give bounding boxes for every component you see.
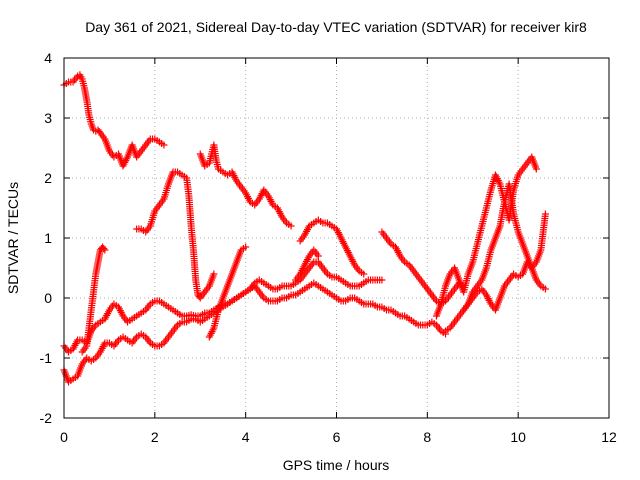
satellite-track-e	[60, 258, 386, 356]
data-point	[532, 165, 540, 173]
satellite-track-j	[378, 228, 463, 308]
satellite-track-f	[60, 279, 449, 386]
y-tick-label: 1	[44, 230, 52, 246]
satellite-track-d	[296, 216, 368, 278]
y-axis-label: SDTVAR / TECUs	[5, 182, 21, 294]
satellite-track-c	[196, 141, 295, 230]
x-axis-label: GPS time / hours	[283, 457, 390, 473]
y-tick-label: 3	[44, 110, 52, 126]
x-tick-label: 0	[60, 429, 68, 445]
data-point	[541, 210, 549, 218]
data-point	[287, 222, 295, 230]
y-tick-label: 4	[44, 50, 52, 66]
grid	[64, 58, 609, 418]
data-point	[101, 246, 109, 254]
data-series	[60, 71, 549, 386]
data-point	[160, 141, 168, 149]
y-tick-label: 0	[44, 290, 52, 306]
data-point	[314, 252, 322, 260]
data-point	[100, 245, 108, 252]
x-tick-label: 4	[242, 429, 250, 445]
satellite-track-m	[442, 258, 549, 335]
x-tick-label: 10	[510, 429, 526, 445]
chart-title: Day 361 of 2021, Sidereal Day-to-day VTE…	[85, 19, 587, 35]
data-point	[378, 276, 386, 284]
satellite-track-h	[205, 243, 250, 341]
y-tick-label: -1	[40, 350, 53, 366]
x-tick-label: 8	[423, 429, 431, 445]
satellite-track-g	[78, 243, 109, 356]
satellite-track-a	[60, 71, 168, 170]
x-tick-label: 6	[333, 429, 341, 445]
satellite-track-l	[460, 180, 549, 314]
x-tick-label: 12	[601, 429, 617, 445]
satellite-track-i	[292, 246, 322, 284]
data-point	[541, 285, 549, 293]
data-point	[210, 270, 218, 278]
data-point	[242, 243, 250, 251]
satellite-track-b	[133, 168, 218, 302]
data-point	[360, 270, 368, 278]
y-tick-label: -2	[40, 410, 53, 426]
x-tick-label: 2	[151, 429, 159, 445]
y-tick-label: 2	[44, 170, 52, 186]
